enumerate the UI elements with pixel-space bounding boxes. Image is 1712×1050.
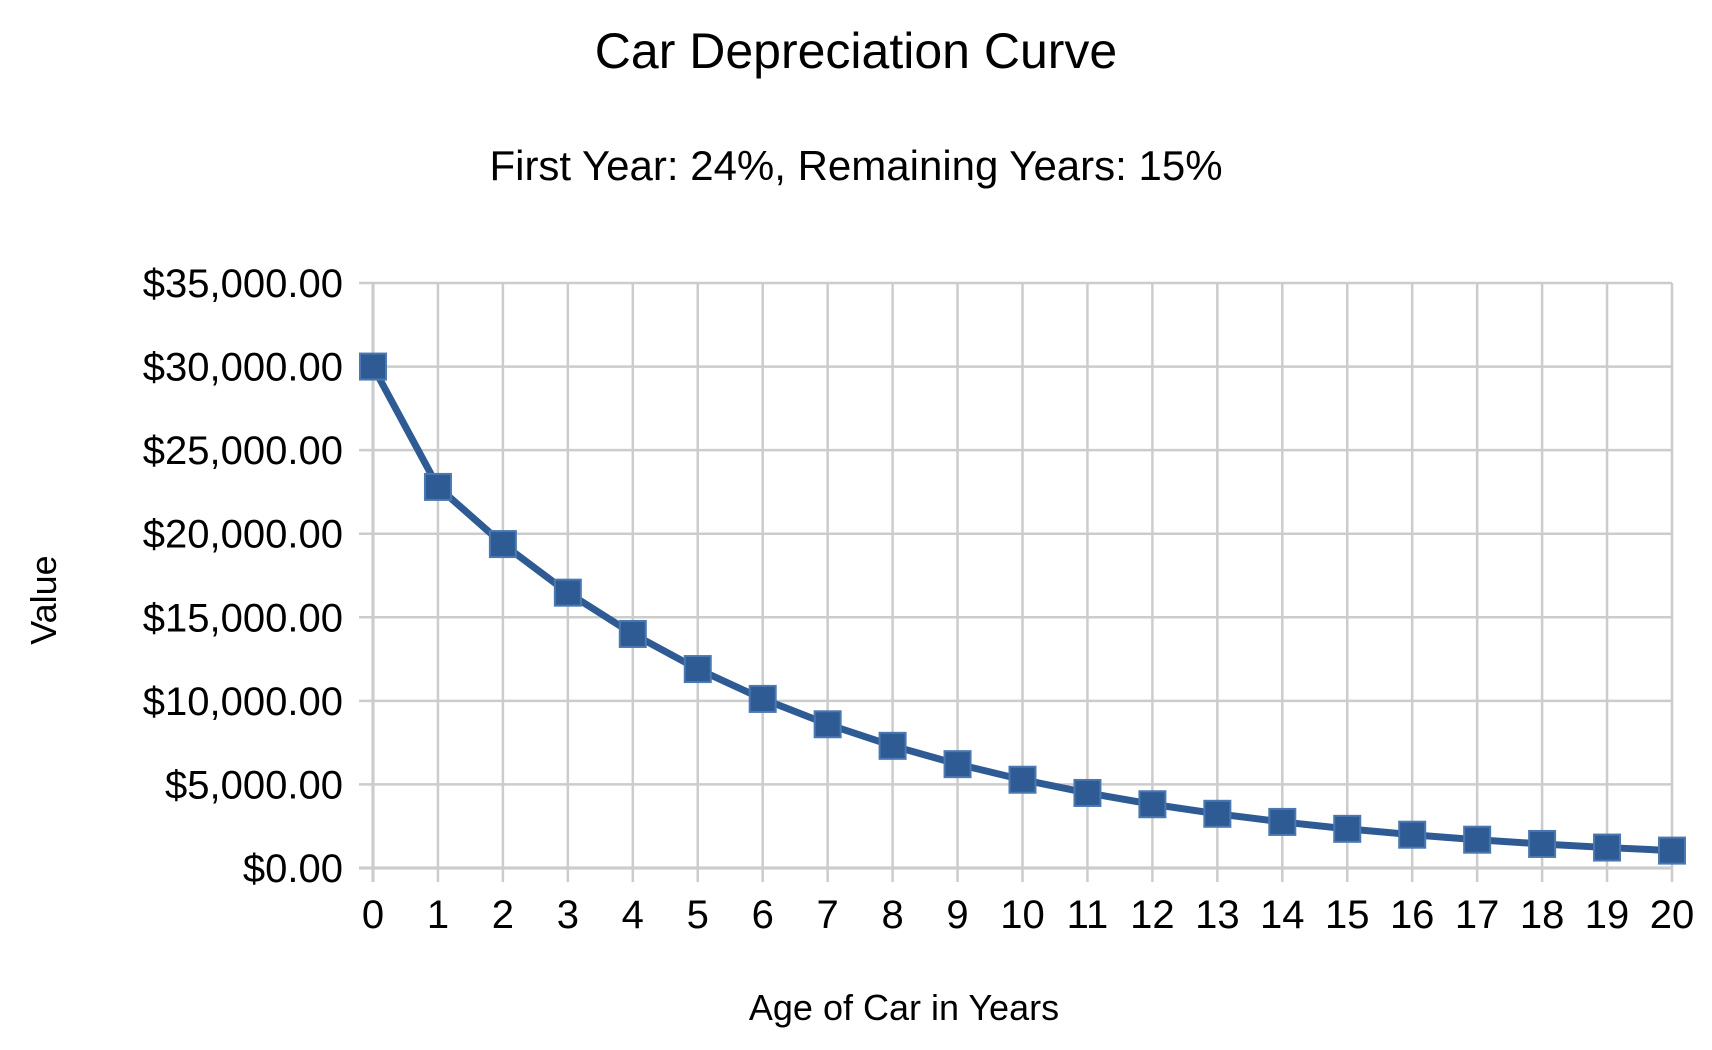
data-point [1138,790,1167,819]
data-point [1658,836,1686,865]
x-tick-label: 8 [881,893,903,937]
data-point [1203,799,1232,828]
data-point [1008,765,1037,794]
data-point [1398,820,1427,849]
y-tick-label: $5,000.00 [165,763,343,807]
x-axis-ticks: 0 1 2 3 4 5 6 7 8 9 10 11 12 13 14 15 16 17 18 19 20 [362,893,1694,937]
x-tick-label: 17 [1455,893,1500,937]
x-tick-label: 3 [557,893,579,937]
y-tick-label: $35,000.00 [143,262,343,306]
x-tick-label: 14 [1260,893,1305,937]
x-tick-label: 11 [1067,893,1109,937]
data-point [359,352,387,381]
x-tick-label: 1 [427,893,449,937]
data-point [1593,833,1622,862]
y-tick-label: $15,000.00 [143,596,343,640]
chart-subtitle: First Year: 24%, Remaining Years: 15% [489,142,1222,189]
x-tick-label: 5 [687,893,709,937]
x-tick-label: 13 [1195,893,1240,937]
x-tick-label: 10 [1000,893,1045,937]
data-point [1333,814,1362,843]
data-point [553,578,582,607]
x-tick-label: 19 [1585,893,1630,937]
y-tick-label: $10,000.00 [143,680,343,724]
x-tick-label: 16 [1390,893,1435,937]
x-tick-label: 20 [1650,893,1695,937]
x-tick-label: 0 [362,893,384,937]
y-axis-label: Value [23,555,64,644]
x-tick-label: 4 [622,893,644,937]
data-point [1268,807,1297,836]
gridlines [359,281,1674,882]
x-tick-label: 7 [817,893,839,937]
x-tick-label: 6 [752,893,774,937]
data-point [1463,825,1492,854]
x-tick-label: 15 [1325,893,1370,937]
x-tick-label: 18 [1520,893,1565,937]
y-tick-label: $20,000.00 [143,513,343,557]
y-tick-label: $0.00 [243,847,343,891]
x-tick-label: 9 [946,893,968,937]
x-tick-label: 12 [1130,893,1175,937]
data-point [423,472,452,501]
data-point [683,655,712,684]
data-point [618,619,647,648]
data-point [813,710,842,739]
series-layer [359,352,1686,865]
data-point [748,684,777,713]
data-point [943,750,972,779]
data-point [1073,778,1102,807]
data-point [1528,829,1557,858]
x-axis-label: Age of Car in Years [749,987,1059,1028]
data-point [878,731,907,760]
chart-title: Car Depreciation Curve [595,23,1117,79]
y-axis-ticks: $0.00 $5,000.00 $10,000.00 $15,000.00 $20,00… [143,262,343,891]
x-tick-label: 2 [492,893,514,937]
y-tick-label: $30,000.00 [143,346,343,390]
y-tick-label: $25,000.00 [143,429,343,473]
data-point [488,530,517,559]
